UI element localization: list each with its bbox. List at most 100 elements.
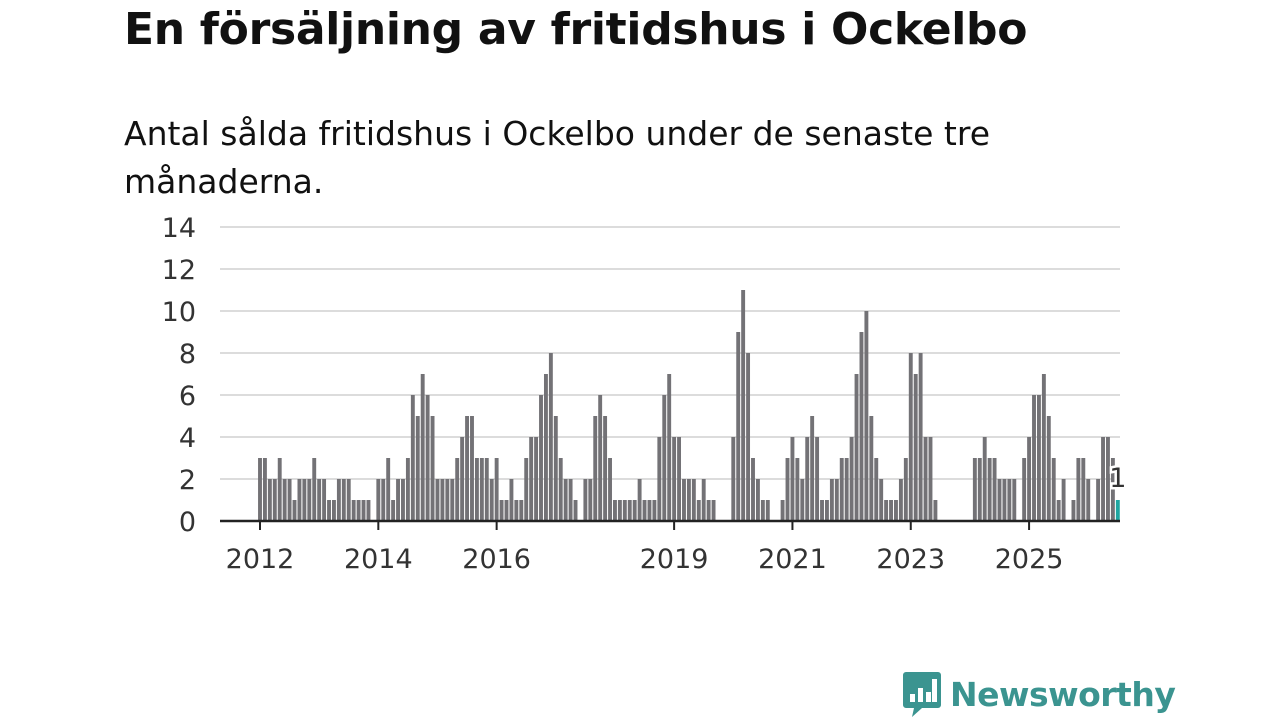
bar	[815, 437, 820, 521]
bar	[420, 374, 425, 521]
bar	[287, 479, 292, 521]
bar	[297, 479, 302, 521]
bar	[430, 416, 435, 521]
bar	[440, 479, 445, 521]
bar	[504, 500, 509, 521]
bar	[1096, 479, 1101, 521]
bar	[1061, 479, 1066, 521]
bar	[588, 479, 593, 521]
bar	[785, 458, 790, 521]
bar	[691, 479, 696, 521]
bar	[479, 458, 484, 521]
bar	[637, 479, 642, 521]
bar	[548, 353, 553, 521]
bar	[854, 374, 859, 521]
bar	[933, 500, 938, 521]
logo-text: Newsworthy	[950, 674, 1176, 714]
bar	[573, 500, 578, 521]
bar	[997, 479, 1002, 521]
bar	[391, 500, 396, 521]
bar	[460, 437, 465, 521]
axes: 0 2 4 6 8 10 12 14 1 2012 2014 2016 2019 2021 2023 2025	[162, 213, 1129, 575]
bar	[450, 479, 455, 521]
bar	[711, 500, 716, 521]
bar	[282, 479, 287, 521]
x-tick-label: 2016	[462, 544, 531, 575]
bar	[982, 437, 987, 521]
newsworthy-chart-bubble-icon	[903, 672, 941, 717]
bar	[829, 479, 834, 521]
bar	[474, 458, 479, 521]
bar	[332, 500, 336, 521]
bar	[1076, 458, 1081, 521]
bar	[1012, 479, 1017, 521]
bar	[494, 458, 499, 521]
bar	[696, 500, 701, 521]
bar	[736, 332, 741, 521]
bar	[262, 458, 267, 521]
bar	[366, 500, 371, 521]
bar	[583, 479, 588, 521]
bar	[1027, 437, 1032, 521]
bar	[834, 479, 839, 521]
bar	[524, 458, 529, 521]
bar	[859, 332, 864, 521]
bar	[341, 479, 346, 521]
bar	[1110, 458, 1115, 521]
bar	[381, 479, 386, 521]
bar	[918, 353, 923, 521]
bar	[346, 479, 351, 521]
bar	[706, 500, 711, 521]
bar	[1101, 437, 1105, 521]
bars	[258, 290, 1120, 521]
bar	[519, 500, 524, 521]
bar	[879, 479, 884, 521]
bar	[849, 437, 854, 521]
bar	[672, 437, 677, 521]
bar	[800, 479, 805, 521]
bar-latest	[1115, 500, 1120, 521]
bar	[608, 458, 612, 521]
bar	[405, 458, 410, 521]
bar	[553, 416, 558, 521]
bar	[760, 500, 765, 521]
bar	[603, 416, 608, 521]
bar	[563, 479, 568, 521]
bar	[977, 458, 982, 521]
bar	[864, 311, 869, 521]
bar	[642, 500, 647, 521]
y-tick-label: 6	[179, 381, 196, 412]
bar	[351, 500, 356, 521]
bar	[755, 479, 760, 521]
bar	[903, 458, 908, 521]
bar	[470, 416, 474, 521]
bar	[499, 500, 504, 521]
bar	[972, 458, 977, 521]
bar	[312, 458, 317, 521]
bar	[593, 416, 598, 521]
y-tick-label: 0	[179, 507, 196, 538]
bar	[894, 500, 898, 521]
bar	[682, 479, 686, 521]
bar	[277, 458, 282, 521]
bar	[356, 500, 361, 521]
x-tick-label: 2025	[995, 544, 1064, 575]
bar	[489, 479, 494, 521]
bar	[465, 416, 470, 521]
bar	[1041, 374, 1046, 521]
bar	[884, 500, 889, 521]
bar	[627, 500, 632, 521]
bar	[622, 500, 627, 521]
bar	[667, 374, 672, 521]
bar	[617, 500, 622, 521]
bar	[657, 437, 662, 521]
bar	[923, 437, 928, 521]
y-tick-label: 4	[179, 423, 196, 454]
bar	[839, 458, 844, 521]
bar	[455, 458, 460, 521]
bar	[677, 437, 681, 521]
bar	[701, 479, 706, 521]
bar	[928, 437, 933, 521]
bar	[889, 500, 893, 521]
